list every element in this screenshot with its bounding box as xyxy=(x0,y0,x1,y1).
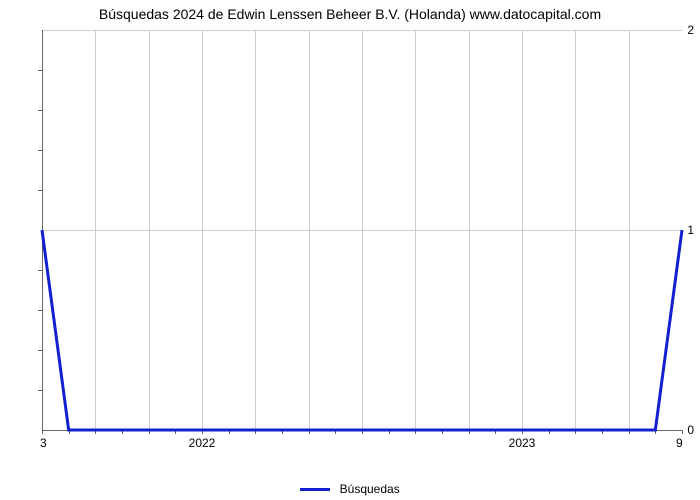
x-tick-label: 2023 xyxy=(509,436,536,450)
chart-container: Búsquedas 2024 de Edwin Lenssen Beheer B… xyxy=(0,0,700,500)
legend-label: Búsquedas xyxy=(340,482,400,496)
legend: Búsquedas xyxy=(0,482,700,496)
legend-swatch xyxy=(300,488,330,491)
series-line xyxy=(0,0,684,432)
x-tick-label: 2022 xyxy=(189,436,216,450)
x-corner-left-label: 3 xyxy=(40,436,47,450)
x-corner-right-label: 9 xyxy=(676,436,683,450)
